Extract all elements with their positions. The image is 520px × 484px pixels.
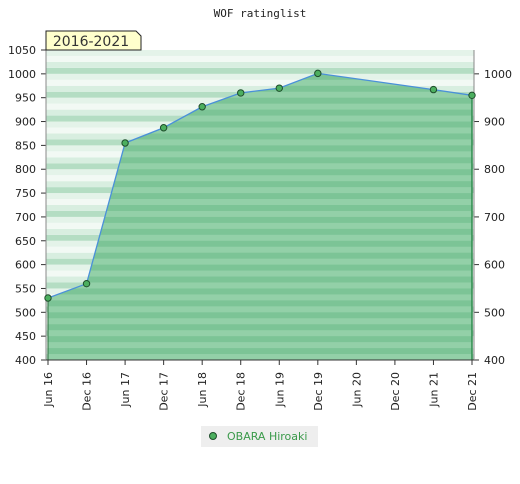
y-tick-label-left: 400 [15,354,36,367]
x-tick-label: Dec 16 [81,372,94,411]
y-tick-label-left: 900 [15,116,36,129]
y-tick-label-left: 950 [15,92,36,105]
period-badge: 2016-2021 [45,30,142,51]
x-tick-label: Dec 19 [312,372,325,411]
x-tick-label: Jun 20 [350,372,363,408]
x-tick-label: Jun 21 [427,372,440,408]
x-axis: Jun 16 Dec 16 Jun 17 Dec 17 Jun 18 Dec 18 Jun … [42,359,479,411]
x-tick-label: Jun 17 [119,372,132,408]
legend: OBARA Hiroaki [201,426,318,447]
y-tick-label-left: 750 [15,187,36,200]
y-tick-label-left: 500 [15,306,36,319]
y-tick-label-right: 400 [484,354,505,367]
legend-marker [209,432,217,440]
data-point[interactable] [198,103,206,111]
x-tick-label: Dec 17 [158,372,171,411]
y-tick-label-left: 550 [15,282,36,295]
area-fill [48,73,472,360]
y-tick-label-right: 800 [484,163,505,176]
y-tick-label-right: 600 [484,259,505,272]
data-point[interactable] [468,91,476,100]
legend-label: OBARA Hiroaki [227,430,307,443]
y-tick-label-right: 1000 [484,68,512,81]
area-layer [47,72,473,360]
x-tick-label: Dec 20 [389,372,402,411]
y-tick-label-right: 500 [484,306,505,319]
data-point[interactable] [237,89,245,97]
data-point[interactable] [121,139,129,147]
y-tick-label-left: 1050 [8,44,36,57]
y-axis-left: 400 450 500 550 600 650 700 750 800 850 900 950 1000… [8,44,47,367]
y-axis-right: 400 500 600 700 800 900 1000 [473,50,512,367]
series-line [47,72,473,299]
y-tick-label-left: 450 [15,330,36,343]
data-point[interactable] [429,85,438,94]
data-point[interactable] [82,279,91,288]
data-point[interactable] [159,124,168,132]
x-tick-label: Jun 19 [273,372,286,408]
x-tick-label: Jun 18 [196,372,209,408]
x-tick-label: Dec 18 [235,372,248,411]
y-tick-label-left: 800 [15,163,36,176]
y-tick-label-left: 1000 [8,68,36,81]
y-tick-label-left: 650 [15,235,36,248]
x-tick-label: Jun 16 [42,372,55,408]
chart-title: WOF ratinglist [214,7,307,20]
data-points [44,69,476,302]
y-tick-label-left: 850 [15,139,36,152]
data-point[interactable] [44,294,52,302]
y-tick-label-left: 700 [15,211,36,224]
x-tick-label: Dec 21 [466,372,479,411]
data-point[interactable] [314,69,322,78]
y-tick-label-left: 600 [15,259,36,272]
y-tick-label-right: 900 [484,116,505,129]
period-badge-text: 2016-2021 [53,34,129,50]
y-tick-label-right: 700 [484,211,505,224]
data-point[interactable] [275,84,283,92]
